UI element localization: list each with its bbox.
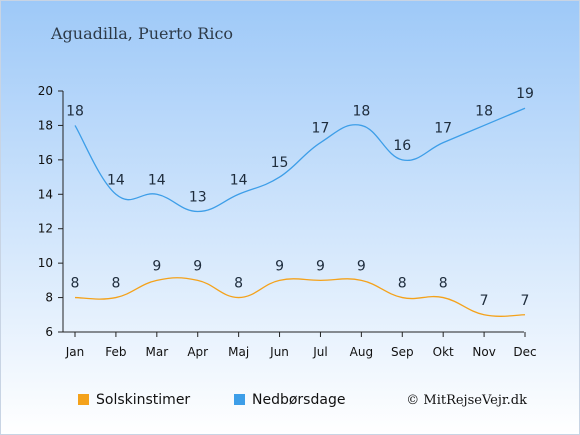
series-lines (74, 107, 526, 317)
x-tick-label: Sep (391, 345, 414, 359)
series-line-rain (74, 107, 526, 213)
data-label-rain: 14 (230, 172, 248, 188)
data-label-rain: 15 (271, 155, 289, 171)
x-tick-label: Mar (145, 345, 168, 359)
data-label-sunshine: 8 (71, 276, 80, 292)
data-label-sunshine: 8 (234, 276, 243, 292)
y-tick-label: 8 (45, 291, 53, 305)
series-line-sunshine (74, 277, 526, 317)
y-tick-label: 6 (45, 325, 53, 339)
data-label-sunshine: 7 (480, 293, 489, 309)
legend: Solskinstimer Nedbørsdage (78, 392, 345, 408)
x-tick-label: Nov (472, 345, 495, 359)
data-label-sunshine: 8 (398, 276, 407, 292)
x-tick-label: Aug (350, 345, 373, 359)
x-tick-label: Jul (312, 345, 327, 359)
y-tick-label: 16 (38, 153, 53, 167)
data-label-sunshine: 8 (111, 276, 120, 292)
y-tick-label: 10 (38, 256, 53, 270)
data-label-rain: 16 (393, 138, 411, 154)
x-tick-label: Jun (269, 345, 289, 359)
data-label-rain: 18 (352, 103, 370, 119)
y-tick-label: 14 (38, 187, 53, 201)
y-tick-label: 12 (38, 222, 53, 236)
legend-swatch-rain (234, 394, 245, 405)
y-tick-label: 20 (38, 84, 53, 98)
legend-label-rain: Nedbørsdage (252, 392, 345, 408)
data-label-sunshine: 9 (152, 258, 161, 274)
credit-text: © MitRejseVejr.dk (406, 393, 527, 408)
legend-item-sunshine: Solskinstimer (78, 392, 190, 408)
data-label-rain: 18 (475, 103, 493, 119)
x-tick-label: Apr (187, 345, 208, 359)
data-label-sunshine: 7 (521, 293, 530, 309)
x-tick-label: Okt (433, 345, 454, 359)
data-label-sunshine: 8 (439, 276, 448, 292)
x-tick-label: Feb (105, 345, 126, 359)
data-label-rain: 17 (312, 121, 330, 137)
chart-title: Aguadilla, Puerto Rico (50, 24, 233, 43)
data-label-sunshine: 9 (316, 258, 325, 274)
x-tick-label: Dec (513, 345, 536, 359)
legend-label-sunshine: Solskinstimer (96, 392, 190, 408)
data-label-rain: 17 (434, 121, 452, 137)
data-labels: 8 8 9 9 8 9 9 9 8 8 7 7 18 14 14 13 14 15 17 18 16 17 18 19 (66, 86, 534, 309)
data-label-rain: 19 (516, 86, 534, 102)
data-label-rain: 18 (66, 103, 84, 119)
data-label-sunshine: 9 (275, 258, 284, 274)
data-label-sunshine: 9 (193, 258, 202, 274)
y-tick-label: 18 (38, 118, 53, 132)
x-tick-label: Maj (228, 345, 249, 359)
data-label-sunshine: 9 (357, 258, 366, 274)
x-tick-label: Jan (65, 345, 85, 359)
data-label-rain: 14 (107, 172, 125, 188)
axes (62, 91, 524, 333)
legend-swatch-sunshine (78, 394, 89, 405)
tick-labels: 6 8 10 12 14 16 18 20 Jan Feb Mar Apr Maj Jun Jul Aug Se… (38, 84, 537, 359)
data-label-rain: 13 (189, 190, 207, 206)
data-label-rain: 14 (148, 172, 166, 188)
legend-item-rain: Nedbørsdage (234, 392, 345, 408)
